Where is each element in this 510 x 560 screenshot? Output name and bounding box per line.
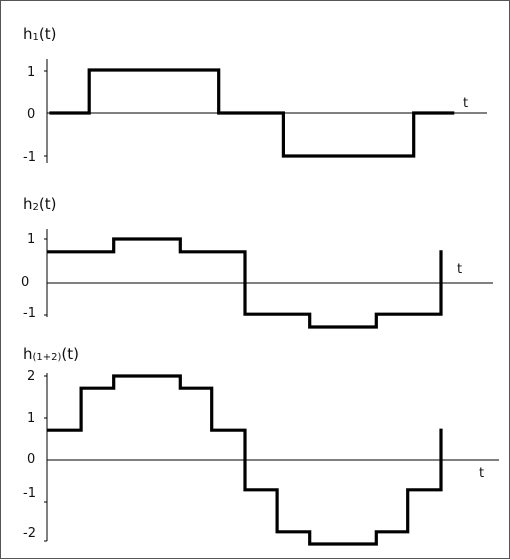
plot-h12: h(1+2)(t) 2 1 0 -1 -2 t [23, 345, 499, 546]
plot-h1-t-label: t [463, 96, 468, 111]
plot-h12-title: h(1+2)(t) [23, 345, 79, 363]
plot-h12-ytick-label: -2 [23, 526, 36, 541]
plot-h1-waveform [49, 68, 455, 158]
plot-h12-waveform [47, 374, 443, 546]
plot-h12-ytick-label: 2 [27, 369, 35, 384]
plot-h2-ytick-label: 1 [27, 232, 35, 247]
plot-h12-t-label: t [479, 466, 484, 481]
plot-h1-ytick-label: 1 [27, 65, 35, 80]
plot-h2: h2(t) 1 0 -1 t [21, 195, 493, 329]
plot-h12-ytick-label: 0 [27, 452, 35, 467]
plot-h1-ytick-label: 0 [27, 107, 35, 122]
plot-h2-title: h2(t) [23, 195, 56, 213]
plot-h1: h1(t) 1 0 -1 t [23, 25, 487, 165]
plot-h2-ytick-label: 0 [21, 275, 29, 290]
plot-h2-waveform [47, 237, 443, 329]
plot-h2-ytick-label: -1 [23, 306, 36, 321]
plot-h1-title: h1(t) [23, 25, 56, 43]
plot-h2-t-label: t [457, 262, 462, 277]
plot-h12-ytick-label: -1 [23, 486, 36, 501]
plot-h1-ytick-label: -1 [23, 150, 36, 165]
plot-h12-ytick-label: 1 [27, 411, 35, 426]
